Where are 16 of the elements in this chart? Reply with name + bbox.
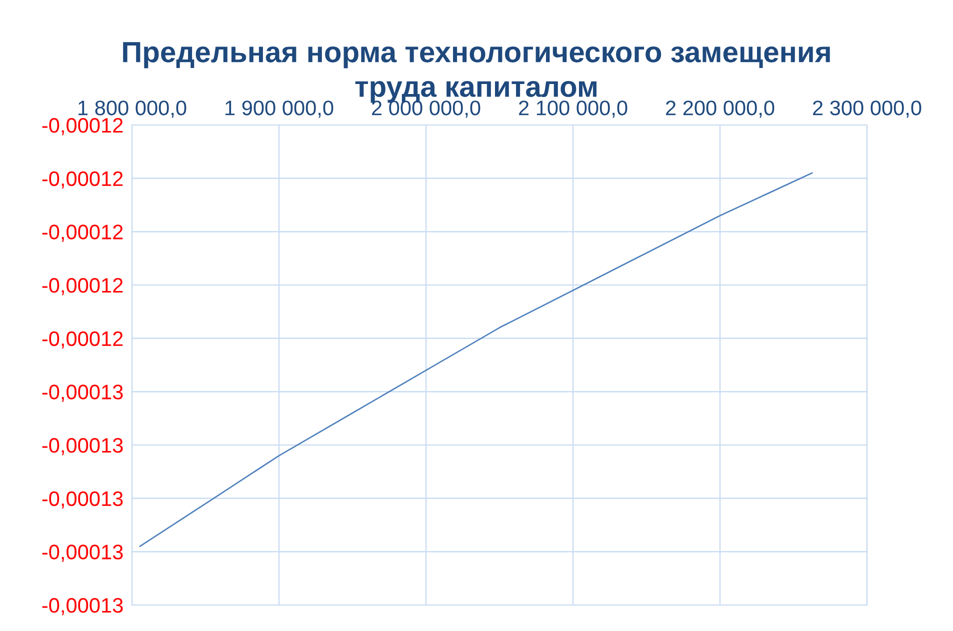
y-tick-label: -0,00013	[42, 544, 123, 562]
x-tick-label: 2 300 000,0	[813, 100, 922, 118]
y-tick-label: -0,00013	[42, 384, 123, 402]
y-tick-label: -0,00012	[42, 171, 123, 189]
y-tick-label: -0,00013	[42, 438, 123, 456]
y-tick-label: -0,00012	[42, 331, 123, 349]
y-tick-label: -0,00012	[42, 224, 123, 242]
y-tick-label: -0,00013	[42, 598, 123, 616]
x-tick-label: 2 100 000,0	[519, 100, 628, 118]
x-tick-label: 1 900 000,0	[226, 100, 334, 118]
x-tick-label: 2 200 000,0	[666, 100, 774, 118]
y-tick-label: -0,00012	[42, 118, 123, 136]
y-tick-label: -0,00012	[42, 278, 123, 296]
y-tick-label: -0,00013	[42, 491, 123, 509]
line-series	[139, 172, 813, 548]
x-tick-label: 1 800 000,0	[78, 100, 186, 118]
